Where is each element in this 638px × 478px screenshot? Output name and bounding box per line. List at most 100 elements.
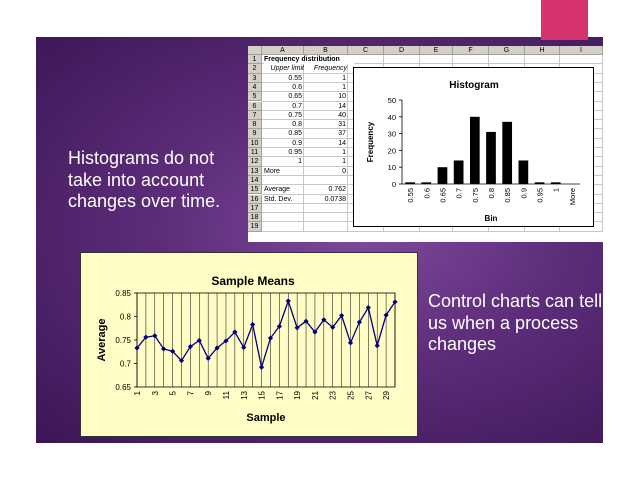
means-x-tick-label: 21 [311, 390, 320, 399]
row-header: 11 [248, 148, 262, 158]
histogram-x-tick-label: 0.75 [471, 188, 480, 203]
histogram-x-tick-label: 0.8 [487, 188, 496, 198]
means-data-point [303, 318, 309, 324]
sample-means-svg: Sample Means Average Sample 0.65 0.7 0.75 0.8 0… [96, 274, 398, 424]
means-data-point [276, 323, 282, 329]
histogram-bar [502, 121, 513, 184]
means-data-point [223, 338, 229, 344]
histogram-y-tick-label: 30 [388, 130, 396, 139]
row-header: 5 [248, 92, 262, 102]
upper-limit-cell: 0.9 [292, 139, 302, 147]
sheet-title: Frequency distribution [264, 55, 354, 64]
means-y-label: Average [96, 318, 108, 361]
stat-value: 0.762 [328, 186, 346, 194]
frequency-cell: 14 [338, 102, 346, 110]
histogram-title: Histogram [449, 80, 499, 91]
means-plot-frame [136, 292, 396, 388]
gridline [303, 55, 304, 232]
means-y-tick-label: 0.75 [115, 336, 131, 345]
stat-label: Average [264, 186, 290, 194]
means-x-tick-label: 9 [204, 390, 213, 395]
means-x-tick-label: 3 [151, 390, 160, 395]
histogram-x-tick-label: 0.85 [503, 188, 512, 203]
means-data-point [161, 346, 167, 352]
upper-limit-cell: More [264, 167, 280, 175]
upper-limit-cell: 0.65 [288, 93, 302, 101]
histogram-bar [405, 182, 415, 184]
column-header: D [384, 46, 420, 55]
means-data-point [285, 298, 291, 304]
upper-limit-cell: 0.85 [288, 130, 302, 138]
row-header: 17 [248, 203, 262, 214]
means-series-line [136, 298, 396, 368]
column-header: F [453, 46, 489, 55]
histogram-bar [550, 182, 561, 184]
means-data-point [365, 304, 371, 311]
histogram-bar [486, 131, 496, 184]
means-x-tick-label: 25 [347, 390, 356, 399]
means-x-tick-label: 29 [382, 390, 391, 399]
stat-label: Std. Dev. [264, 195, 293, 203]
gridline [262, 230, 603, 232]
means-x-tick-label: 23 [329, 390, 338, 399]
histogram-y-tick-label: 20 [388, 146, 396, 155]
histogram-bar [469, 116, 480, 184]
means-data-point [356, 319, 363, 325]
gridline [602, 55, 603, 232]
histogram-x-tick-label: 0.95 [536, 188, 545, 203]
row-header: 3 [248, 73, 262, 83]
stat-value: 0.0738 [324, 195, 346, 203]
means-data-point [178, 358, 185, 364]
upper-limit-cell: 0.55 [288, 74, 302, 82]
histogram-y-tick-label: 0 [392, 180, 396, 189]
upper-limit-cell: 1 [298, 158, 302, 166]
frequency-cell: 40 [338, 111, 346, 119]
column-header: H [525, 46, 560, 55]
means-y-tick-label: 0.7 [120, 360, 132, 369]
frequency-cell: 10 [338, 93, 346, 101]
means-data-point [267, 335, 274, 341]
histogram-y-label: Frequency [366, 121, 375, 162]
frequency-cell: 31 [338, 121, 346, 129]
histogram-bar [534, 182, 545, 184]
histogram-x-tick-label: 0.6 [422, 188, 431, 198]
histogram-y-tick-label: 40 [388, 113, 396, 122]
means-x-tick-label: 7 [186, 390, 195, 395]
means-x-tick-label: 27 [364, 390, 373, 399]
means-y-tick-label: 0.65 [115, 383, 131, 392]
frequency-cell: 14 [338, 139, 346, 147]
frequency-cell: 1 [342, 158, 346, 166]
left-caption: Histograms do not take into account chan… [68, 148, 221, 211]
row-header: 10 [248, 138, 262, 148]
means-data-point [241, 344, 247, 351]
row-header: 14 [248, 175, 262, 186]
column-header: C [348, 46, 384, 55]
means-data-point [330, 324, 336, 330]
gridline [262, 63, 603, 65]
sample-means-chart: Sample Means Average Sample 0.65 0.7 0.75 0.8 0… [80, 252, 418, 437]
means-data-point [187, 343, 193, 350]
sheet-corner [248, 46, 262, 55]
histogram-bar [437, 167, 448, 184]
histogram-x-tick-label: 0.9 [519, 188, 528, 198]
frequency-cell: 1 [342, 149, 346, 156]
means-data-point [250, 321, 256, 328]
means-x-tick-label: 19 [293, 390, 302, 399]
right-caption: Control charts can tell us when a proces… [428, 291, 603, 354]
histogram-y-tick-label: 50 [388, 96, 396, 105]
histogram-x-tick-label: 0.65 [438, 188, 447, 203]
histogram-x-label: Bin [485, 214, 498, 223]
row-header: 4 [248, 82, 262, 93]
frequency-cell: 1 [342, 74, 346, 82]
column-header: B [304, 46, 348, 55]
row-header: 18 [248, 213, 262, 223]
histogram-bar [453, 160, 464, 184]
histogram-y-tick-label: 10 [388, 163, 396, 172]
histogram-svg: Histogram Frequency Bin 0 10 20 30 40 50 0.55 0.6 0… [366, 80, 580, 223]
means-x-tick-label: 11 [222, 390, 231, 399]
means-y-tick-label: 0.85 [115, 289, 131, 298]
upper-limit-cell: 0.8 [292, 121, 302, 129]
means-data-point [392, 299, 398, 305]
means-data-point [294, 325, 300, 331]
column-header: A [262, 46, 304, 55]
